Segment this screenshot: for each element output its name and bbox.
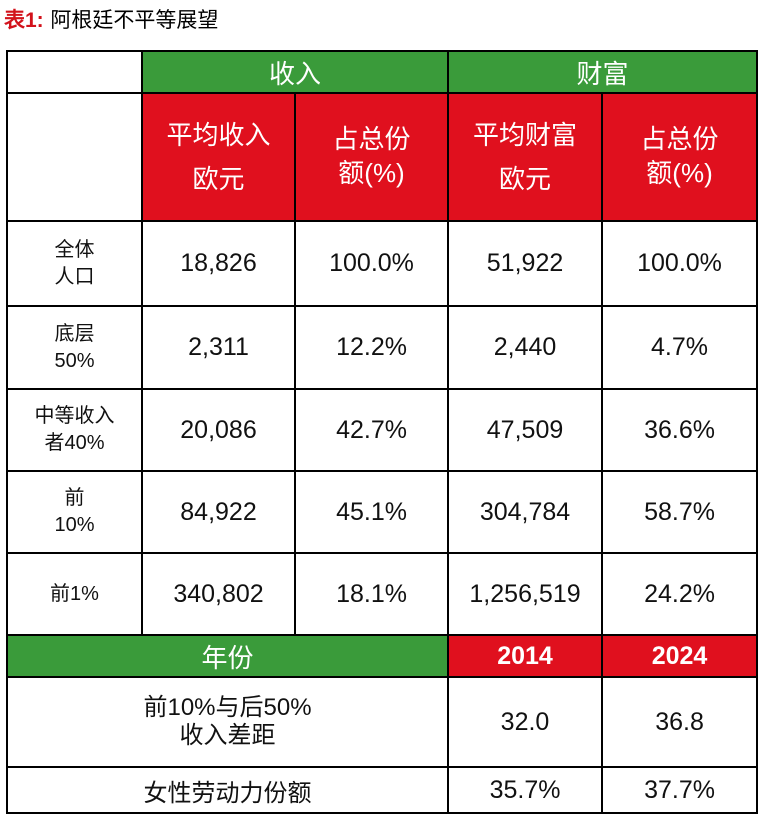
sub-header: 平均收入 欧元 <box>141 92 296 222</box>
cell: 2,440 <box>447 305 604 390</box>
cell: 100.0% <box>601 220 759 307</box>
row-label: 底层 50% <box>6 305 143 390</box>
cell: 304,784 <box>447 470 604 554</box>
title: 表1: 阿根廷不平等展望 <box>4 4 218 34</box>
cell: 58.7% <box>601 470 759 554</box>
corner <box>6 50 143 94</box>
cell: 36.8 <box>601 676 759 768</box>
cell: 51,922 <box>447 220 604 307</box>
cell: 340,802 <box>141 552 296 636</box>
table-row: 底层 50% 2,311 12.2% 2,440 4.7% <box>6 305 759 390</box>
row-label: 女性劳动力份额 <box>5 766 450 814</box>
table: 收入 财富 平均收入 欧元 占总份 额(%) 平均财富 欧元 占总份 额(%) … <box>5 50 759 814</box>
cell: 2,311 <box>141 305 296 390</box>
year: 2024 <box>601 634 759 678</box>
group-header: 收入 <box>140 50 450 94</box>
cell: 20,086 <box>141 388 296 472</box>
table-body: 全体 人口 18,826 100.0% 51,922 100.0% 底层 50% 2,311… <box>6 220 759 636</box>
table-row: 全体 人口 18,826 100.0% 51,922 100.0% <box>6 220 759 307</box>
cell: 35.7% <box>447 766 604 814</box>
title-label: 表1: <box>4 9 44 32</box>
row-label: 全体 人口 <box>6 220 143 307</box>
year: 2014 <box>447 634 604 678</box>
sub-header: 占总份 额(%) <box>601 92 759 222</box>
table-row: 中等收入 者40% 20,086 42.7% 47,509 36.6% <box>6 388 759 472</box>
cell: 37.7% <box>601 766 759 814</box>
cell: 12.2% <box>293 305 450 390</box>
sub-header: 平均财富 欧元 <box>447 92 604 222</box>
group-header: 财富 <box>447 50 759 94</box>
cell: 18.1% <box>293 552 450 636</box>
table-row: 前1% 340,802 18.1% 1,256,519 24.2% <box>6 552 759 636</box>
sub-header: 占总份 额(%) <box>293 92 450 222</box>
cell: 1,256,519 <box>447 552 604 636</box>
cell: 100.0% <box>293 220 450 307</box>
row-label: 中等收入 者40% <box>6 388 143 472</box>
table-row: 前 10% 84,922 45.1% 304,784 58.7% <box>6 470 759 554</box>
cell: 42.7% <box>293 388 450 472</box>
cell: 47,509 <box>447 388 604 472</box>
row-label: 前 10% <box>6 470 143 554</box>
cell: 32.0 <box>447 676 604 768</box>
cell: 84,922 <box>141 470 296 554</box>
cell: 4.7% <box>601 305 759 390</box>
row-label: 前10%与后50% 收入差距 <box>5 676 450 768</box>
cell: 45.1% <box>293 470 450 554</box>
cell: 18,826 <box>141 220 296 307</box>
title-text: 阿根廷不平等展望 <box>50 8 219 32</box>
cell: 36.6% <box>601 388 759 472</box>
corner <box>6 92 143 222</box>
year-label: 年份 <box>5 634 450 678</box>
row-label: 前1% <box>6 552 143 636</box>
cell: 24.2% <box>601 552 759 636</box>
